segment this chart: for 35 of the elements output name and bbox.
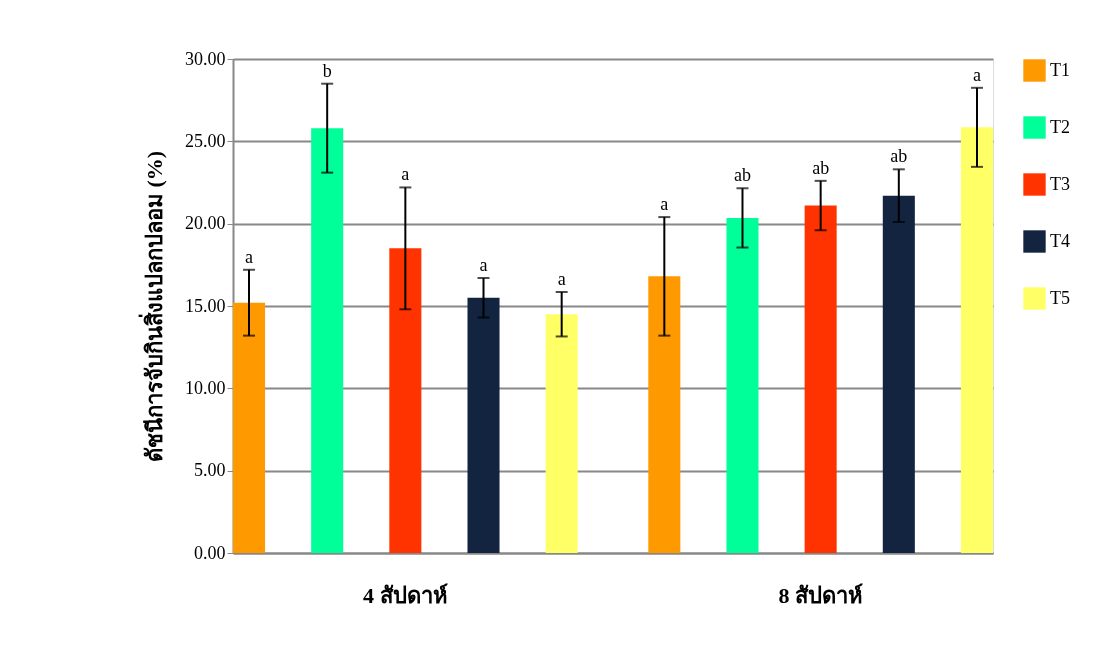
annotation: a [972, 64, 981, 85]
y-tick-label: 15.00 [185, 295, 226, 316]
y-tick-label: 0.00 [194, 542, 226, 563]
annotation: a [401, 164, 410, 185]
bar [389, 248, 422, 553]
bar [311, 128, 344, 553]
legend-label: T2 [1050, 116, 1070, 137]
y-tick-label: 20.00 [185, 213, 226, 234]
x-tick-label: 8 สัปดาห์ [778, 582, 863, 608]
y-tick-label: 25.00 [185, 130, 226, 151]
annotation: ab [812, 157, 830, 178]
bar [726, 217, 759, 553]
annotation: a [660, 194, 669, 215]
annotation: b [322, 60, 332, 81]
legend-label: T5 [1050, 287, 1070, 308]
x-tick-label: 4 สัปดาห์ [363, 582, 448, 608]
annotation: ab [890, 146, 908, 167]
y-axis-title: ดัชนีการจับกินสิ่งแปลกปลอม (%) [138, 150, 167, 463]
bar [804, 205, 837, 553]
annotation: a [557, 269, 566, 289]
annotation: a [245, 246, 254, 267]
legend-label: T1 [1050, 59, 1070, 80]
bar [233, 302, 266, 553]
y-tick-label: 10.00 [185, 377, 226, 398]
legend-label: T4 [1050, 230, 1070, 251]
y-tick-label: 5.00 [194, 460, 226, 481]
y-tick-label: 30.00 [185, 48, 226, 69]
bar [648, 276, 681, 553]
legend-label: T3 [1050, 173, 1070, 194]
bar [545, 314, 578, 553]
annotation: a [479, 255, 488, 276]
bar [882, 195, 915, 553]
bar [960, 127, 993, 553]
annotation: ab [733, 165, 751, 186]
bar [467, 297, 500, 553]
